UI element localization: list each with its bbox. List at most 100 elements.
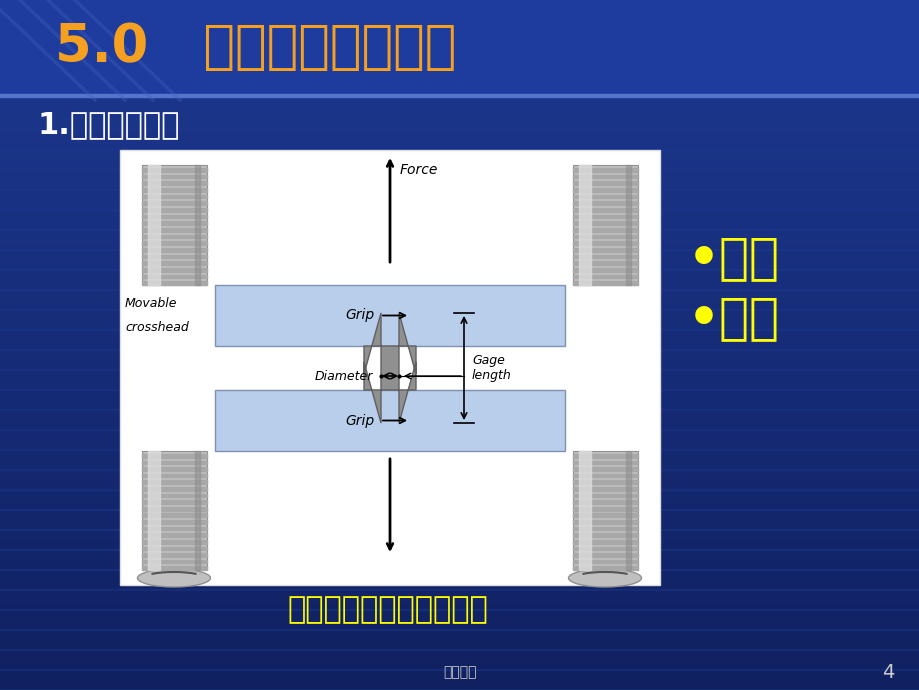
- Bar: [0, 672, 919, 673]
- Bar: [0, 41, 919, 42]
- Bar: [0, 129, 919, 130]
- Bar: [0, 588, 919, 589]
- Bar: [573, 533, 637, 537]
- Bar: [0, 413, 919, 414]
- Bar: [0, 274, 919, 275]
- Bar: [142, 507, 207, 511]
- Bar: [0, 220, 919, 221]
- Bar: [0, 126, 919, 127]
- Bar: [0, 263, 919, 264]
- Bar: [0, 89, 919, 90]
- Bar: [0, 324, 919, 325]
- Bar: [0, 642, 919, 643]
- Bar: [0, 561, 919, 562]
- Bar: [142, 195, 207, 198]
- Bar: [0, 91, 919, 92]
- Bar: [0, 378, 919, 379]
- Bar: [142, 181, 207, 185]
- Bar: [0, 484, 919, 485]
- Bar: [0, 308, 919, 309]
- Bar: [0, 589, 919, 590]
- Bar: [0, 480, 919, 481]
- Bar: [0, 238, 919, 239]
- Bar: [0, 77, 919, 78]
- Bar: [0, 269, 919, 270]
- Bar: [0, 577, 919, 578]
- Bar: [0, 190, 919, 191]
- Bar: [0, 504, 919, 505]
- Bar: [0, 63, 919, 64]
- Bar: [573, 165, 637, 285]
- Bar: [0, 490, 919, 491]
- Bar: [0, 197, 919, 198]
- Bar: [195, 165, 200, 285]
- Bar: [0, 486, 919, 487]
- Bar: [0, 538, 919, 539]
- Bar: [0, 431, 919, 432]
- Bar: [0, 151, 919, 152]
- Bar: [0, 400, 919, 401]
- Bar: [0, 575, 919, 576]
- Bar: [142, 248, 207, 252]
- Bar: [0, 193, 919, 194]
- Text: Grip: Grip: [345, 308, 374, 322]
- Bar: [0, 528, 919, 529]
- Bar: [0, 359, 919, 360]
- Bar: [0, 181, 919, 182]
- Bar: [0, 260, 919, 261]
- Bar: [0, 52, 919, 53]
- Bar: [0, 154, 919, 155]
- Bar: [0, 297, 919, 298]
- Bar: [0, 334, 919, 335]
- Bar: [0, 532, 919, 533]
- Bar: [0, 515, 919, 516]
- Bar: [0, 656, 919, 657]
- Bar: [0, 397, 919, 398]
- Bar: [0, 253, 919, 254]
- Bar: [0, 68, 919, 69]
- Bar: [0, 259, 919, 260]
- Text: crosshead: crosshead: [125, 321, 188, 334]
- Bar: [142, 487, 207, 491]
- Bar: [0, 109, 919, 110]
- Bar: [0, 491, 919, 492]
- Bar: [0, 556, 919, 557]
- Bar: [0, 616, 919, 617]
- Bar: [0, 100, 919, 101]
- Bar: [0, 294, 919, 295]
- Bar: [142, 262, 207, 265]
- Bar: [0, 164, 919, 165]
- Bar: [0, 424, 919, 425]
- Bar: [0, 623, 919, 624]
- Bar: [0, 199, 919, 200]
- Bar: [0, 448, 919, 449]
- Bar: [0, 531, 919, 532]
- Bar: [0, 492, 919, 493]
- Bar: [0, 508, 919, 509]
- Bar: [0, 373, 919, 374]
- Bar: [0, 107, 919, 108]
- Bar: [0, 640, 919, 641]
- Bar: [0, 162, 919, 163]
- Bar: [142, 275, 207, 278]
- Bar: [0, 11, 919, 12]
- Bar: [0, 236, 919, 237]
- Bar: [0, 620, 919, 621]
- Bar: [0, 280, 919, 281]
- Bar: [0, 182, 919, 183]
- Bar: [0, 30, 919, 31]
- Bar: [0, 139, 919, 140]
- Text: 5.0   材料力学性能测试: 5.0 材料力学性能测试: [55, 21, 456, 73]
- Text: 4: 4: [880, 662, 893, 682]
- Bar: [0, 625, 919, 626]
- Bar: [0, 317, 919, 318]
- Bar: [0, 46, 919, 47]
- Bar: [573, 474, 637, 477]
- Bar: [0, 225, 919, 226]
- Bar: [0, 230, 919, 231]
- Bar: [0, 444, 919, 445]
- Bar: [0, 180, 919, 181]
- Text: Force: Force: [400, 163, 437, 177]
- Bar: [142, 221, 207, 225]
- Bar: [0, 265, 919, 266]
